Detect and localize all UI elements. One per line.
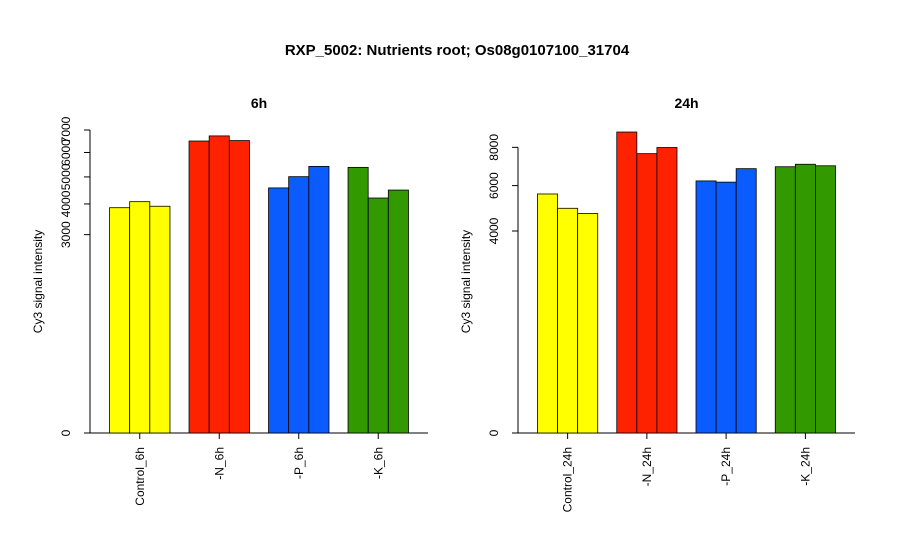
y-tick-label: 6000 — [487, 172, 501, 199]
y-axis-label: Cy3 signal intensity — [459, 230, 473, 333]
y-tick-label: 5000 — [59, 163, 73, 190]
bar — [149, 205, 171, 434]
bar — [616, 131, 638, 434]
y-tick-label: 4000 — [59, 190, 73, 217]
x-tick-label: -P_24h — [719, 447, 733, 486]
y-tick-label: 6000 — [59, 139, 73, 166]
y-axis-label: Cy3 signal intensity — [31, 230, 45, 333]
bar — [308, 165, 330, 434]
y-tick-label: 7000 — [59, 116, 73, 143]
bar — [347, 166, 369, 434]
figure-title: RXP_5002: Nutrients root; Os08g0107100_3… — [285, 42, 630, 59]
bar — [636, 153, 658, 434]
panel-24h: 24h Cy3 signal intensity 0 4000 6000 8000 Cont… — [459, 95, 855, 512]
bar — [774, 166, 796, 434]
panel-6h: 6h Cy3 signal intensity 0 3000 4000500060007… — [31, 95, 428, 506]
bar — [815, 165, 836, 434]
bar — [268, 187, 290, 434]
x-tick-label: Control_6h — [133, 447, 147, 506]
x-tick-label: -K_24h — [798, 447, 812, 486]
panel-title: 6h — [251, 95, 267, 111]
panel-title: 24h — [674, 95, 698, 111]
bar — [208, 135, 230, 434]
bar — [537, 193, 558, 434]
y-tick-label: 0 — [59, 429, 73, 436]
bar — [288, 176, 310, 434]
bar — [557, 207, 579, 434]
x-tick-label: -P_6h — [292, 447, 306, 479]
x-tick-label: -N_24h — [640, 447, 654, 486]
bar — [735, 168, 757, 434]
bar — [367, 197, 389, 434]
y-tick-label: 4000 — [487, 217, 501, 244]
bar — [129, 201, 151, 434]
bar — [228, 140, 250, 434]
x-tick-label: -K_6h — [371, 447, 385, 479]
bar — [695, 180, 717, 434]
bar — [109, 207, 131, 434]
bar — [387, 189, 409, 434]
x-tick-label: Control_24h — [561, 447, 575, 512]
bar — [715, 181, 737, 434]
x-tick-label: -N_6h — [212, 447, 226, 480]
y-tick-label: 8000 — [487, 134, 501, 161]
bar — [794, 163, 816, 434]
y-tick-label: 0 — [487, 429, 501, 436]
bar — [656, 147, 678, 434]
bar — [577, 213, 599, 434]
bar — [188, 140, 210, 434]
y-tick-label: 3000 — [59, 221, 73, 248]
